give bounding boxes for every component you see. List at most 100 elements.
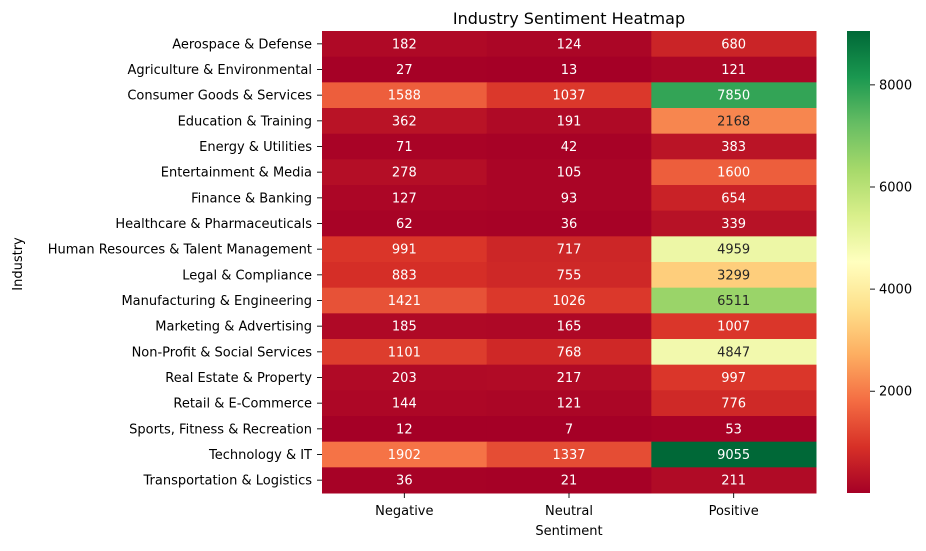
heatmap-cell xyxy=(651,339,817,366)
heatmap-cell xyxy=(651,416,817,443)
cell-value-label: 36 xyxy=(561,217,578,232)
heatmap-cell xyxy=(486,236,652,263)
y-tick-label: Transportation & Logistics xyxy=(142,474,312,489)
cell-value-label: 755 xyxy=(557,268,582,283)
cell-value-label: 768 xyxy=(557,345,582,360)
heatmap-cell xyxy=(486,159,652,186)
cell-value-label: 53 xyxy=(725,422,742,437)
y-tick-label: Agriculture & Environmental xyxy=(128,63,312,78)
x-tick-label: Negative xyxy=(375,504,433,519)
heatmap-cell xyxy=(322,159,488,186)
x-axis-label: Sentiment xyxy=(535,524,602,539)
heatmap-cell xyxy=(651,390,817,417)
heatmap-cell xyxy=(651,56,817,83)
heatmap-cell xyxy=(322,236,488,263)
heatmap-cell xyxy=(322,31,488,58)
heatmap-cell xyxy=(651,210,817,237)
heatmap-cell xyxy=(651,133,817,160)
cell-value-label: 680 xyxy=(721,37,746,52)
colorbar: 2000 4000 6000 8000 xyxy=(847,31,912,493)
cell-value-label: 71 xyxy=(396,140,413,155)
heatmap-cell xyxy=(651,108,817,135)
y-tick-label: Energy & Utilities xyxy=(199,140,312,155)
cell-value-label: 191 xyxy=(557,114,582,129)
cell-value-label: 339 xyxy=(721,217,746,232)
cell-value-label: 12 xyxy=(396,422,413,437)
cell-value-label: 4847 xyxy=(717,345,750,360)
cell-value-label: 42 xyxy=(561,140,578,155)
y-axis: Aerospace & Defense Agriculture & Environ… xyxy=(48,37,322,489)
cell-value-label: 6511 xyxy=(717,294,750,309)
heatmap-cells xyxy=(322,31,817,494)
heatmap-cell xyxy=(486,210,652,237)
y-tick-label: Education & Training xyxy=(178,114,312,129)
colorbar-tick-label: 6000 xyxy=(879,180,912,195)
y-tick-label: Sports, Fitness & Recreation xyxy=(129,422,312,437)
y-tick-label: Manufacturing & Engineering xyxy=(121,294,312,309)
cell-value-label: 1337 xyxy=(552,448,585,463)
cell-value-label: 144 xyxy=(392,397,417,412)
cell-value-label: 121 xyxy=(721,63,746,78)
colorbar-tick-label: 2000 xyxy=(879,385,912,400)
heatmap-cell xyxy=(322,339,488,366)
heatmap-cell xyxy=(322,185,488,212)
cell-value-label: 278 xyxy=(392,166,417,181)
cell-value-label: 185 xyxy=(392,320,417,335)
heatmap-cell xyxy=(322,441,488,468)
cell-value-label: 105 xyxy=(557,166,582,181)
heatmap-cell xyxy=(486,108,652,135)
cell-value-label: 654 xyxy=(721,191,746,206)
cell-value-label: 883 xyxy=(392,268,417,283)
cell-value-label: 1026 xyxy=(552,294,585,309)
y-tick-label: Marketing & Advertising xyxy=(155,320,312,335)
heatmap-cell xyxy=(486,133,652,160)
y-tick-label: Entertainment & Media xyxy=(161,166,312,181)
y-tick-label: Technology & IT xyxy=(208,448,312,463)
cell-value-label: 1101 xyxy=(388,345,421,360)
heatmap-cell xyxy=(322,262,488,289)
y-tick-label: Legal & Compliance xyxy=(182,268,312,283)
cell-value-label: 997 xyxy=(721,371,746,386)
heatmap-cell xyxy=(486,56,652,83)
heatmap-cell xyxy=(651,159,817,186)
cell-value-label: 383 xyxy=(721,140,746,155)
heatmap-cell xyxy=(651,364,817,391)
cell-value-label: 1588 xyxy=(388,89,421,104)
y-tick-label: Aerospace & Defense xyxy=(172,37,312,52)
cell-value-label: 1007 xyxy=(717,320,750,335)
cell-value-label: 1037 xyxy=(552,89,585,104)
cell-value-label: 93 xyxy=(561,191,578,206)
heatmap-cell xyxy=(322,390,488,417)
cell-value-label: 21 xyxy=(561,474,578,489)
heatmap-cell xyxy=(486,31,652,58)
cell-value-label: 9055 xyxy=(717,448,750,463)
y-tick-label: Retail & E-Commerce xyxy=(173,397,312,412)
heatmap-cell xyxy=(486,287,652,314)
heatmap-cell xyxy=(322,287,488,314)
y-axis-label: Industry xyxy=(11,237,26,291)
heatmap-cell xyxy=(651,467,817,494)
heatmap-cell xyxy=(651,287,817,314)
cell-value-label: 27 xyxy=(396,63,413,78)
heatmap-cell xyxy=(322,82,488,109)
cell-value-label: 362 xyxy=(392,114,417,129)
heatmap-cell xyxy=(651,262,817,289)
heatmap-cell xyxy=(322,416,488,443)
x-axis: Negative Neutral Positive xyxy=(375,493,759,519)
cell-value-label: 4959 xyxy=(717,243,750,258)
cell-value-label: 717 xyxy=(557,243,582,258)
cell-value-label: 991 xyxy=(392,243,417,258)
heatmap-cell xyxy=(486,313,652,340)
x-tick-label: Neutral xyxy=(545,504,593,519)
heatmap-cell xyxy=(486,390,652,417)
cell-value-label: 1600 xyxy=(717,166,750,181)
heatmap-cell xyxy=(486,262,652,289)
heatmap-cell xyxy=(651,31,817,58)
heatmap-cell xyxy=(651,185,817,212)
heatmap-cell xyxy=(651,441,817,468)
cell-value-label: 776 xyxy=(721,397,746,412)
cell-value-label: 1902 xyxy=(388,448,421,463)
cell-value-label: 7850 xyxy=(717,89,750,104)
